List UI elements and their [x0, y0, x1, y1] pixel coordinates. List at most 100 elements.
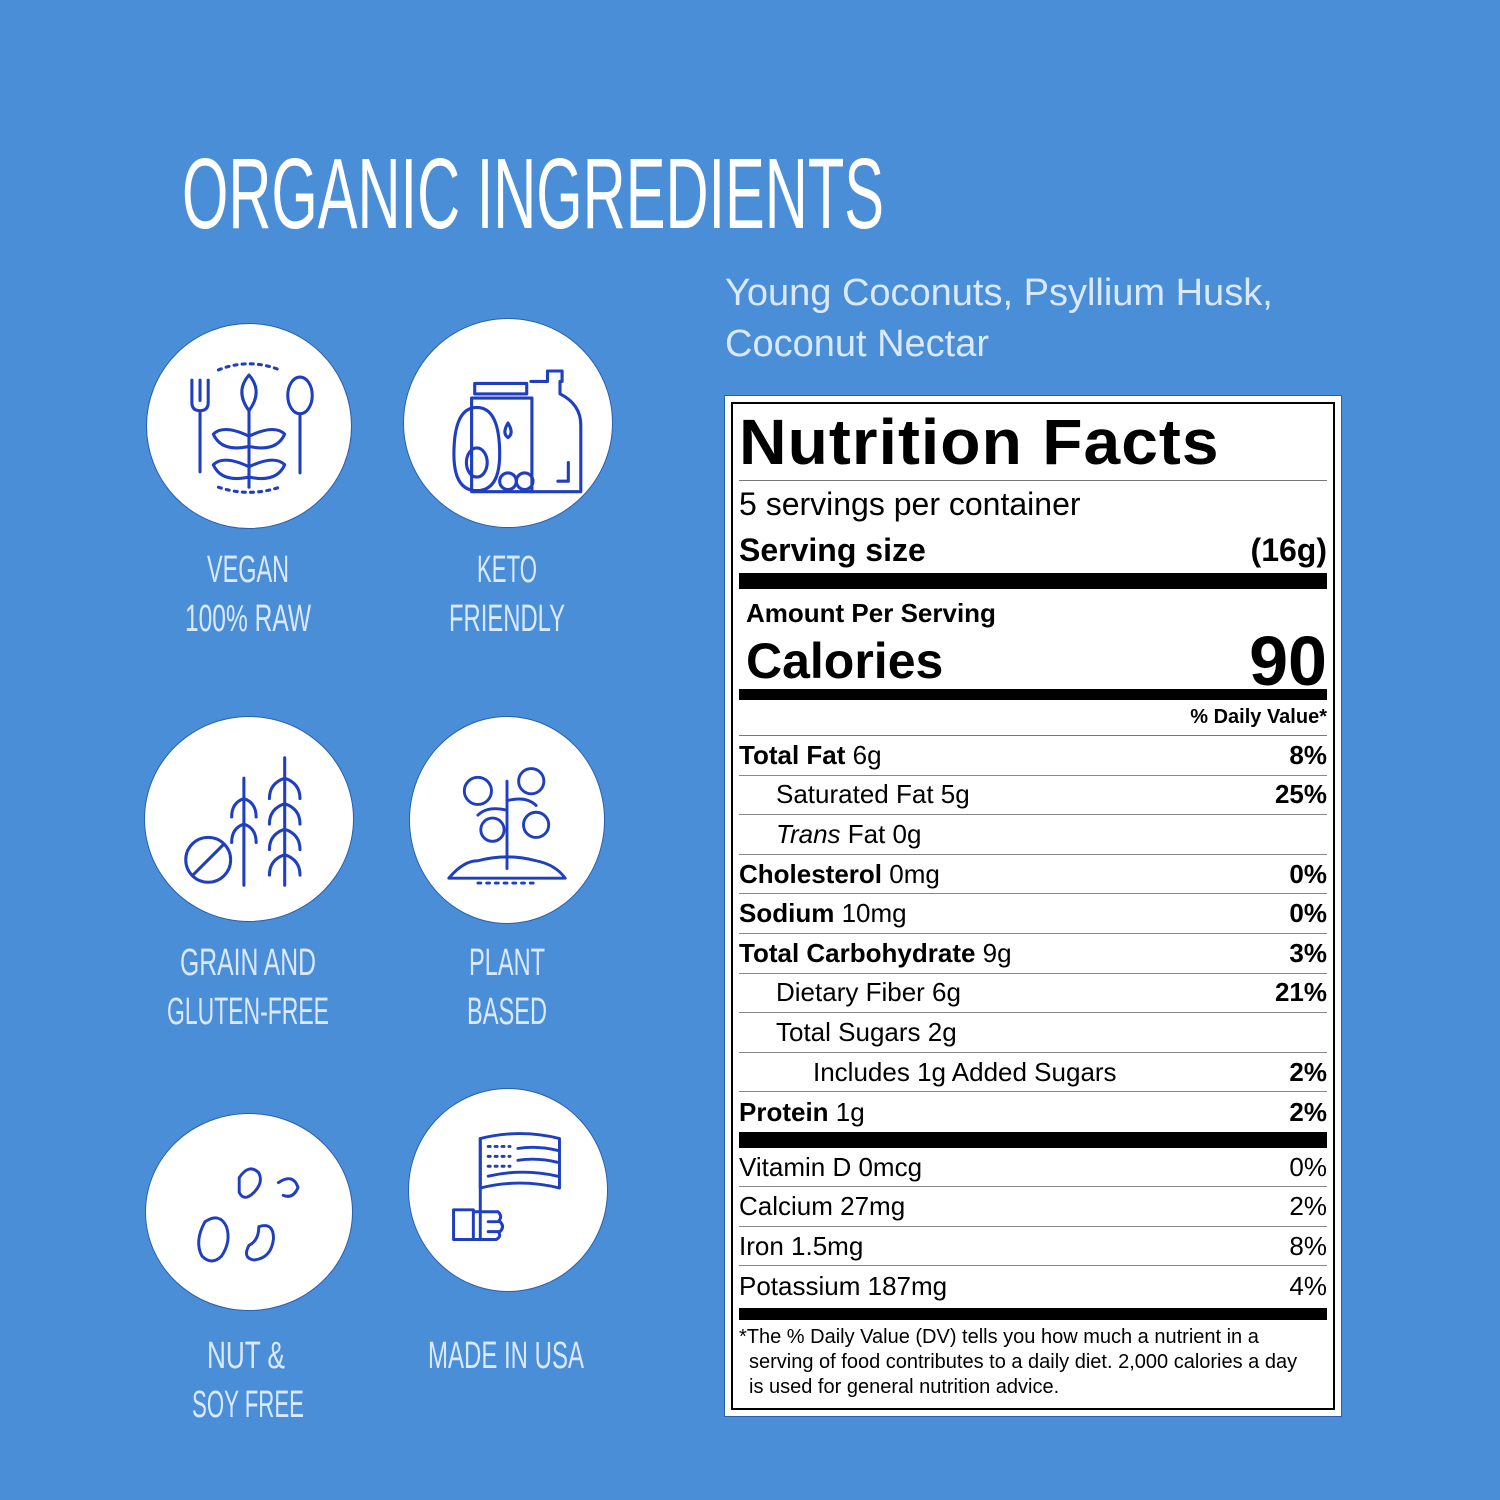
nutrient-label: Protein — [739, 1096, 829, 1127]
badge-label: GRAIN AND — [180, 942, 316, 984]
nutrient-daily-value: 3% — [1289, 937, 1327, 968]
serving-size-value: (16g) — [1250, 531, 1327, 568]
nutrient-name: Cholesterol 0mg — [739, 859, 940, 890]
nutrient-row: Total Carbohydrate 9g 3% — [739, 934, 1327, 974]
nutrient-label: Cholesterol — [739, 858, 883, 889]
badge-nut-soy-free — [145, 1113, 353, 1311]
nutrient-row: Saturated Fat 5g 25% — [739, 776, 1327, 816]
nutrient-name: Saturated Fat 5g — [739, 779, 970, 810]
badge-vegan — [146, 323, 352, 529]
nutrient-row: Dietary Fiber 6g 21% — [739, 974, 1327, 1014]
vitamin-dv: 4% — [1289, 1270, 1327, 1301]
nutrient-label: Sodium — [739, 898, 835, 929]
nutrient-row: Total Fat 6g 8% — [739, 736, 1327, 776]
servings-text: 5 servings per container — [739, 485, 1081, 522]
calories-value: 90 — [1249, 622, 1327, 700]
badge-label: NUT & — [207, 1335, 285, 1377]
nutrient-daily-value: 8% — [1289, 739, 1327, 770]
vitamin-name: Iron 1.5mg — [739, 1230, 864, 1261]
badge-label: GLUTEN-FREE — [167, 991, 329, 1033]
vitamin-name: Calcium 27mg — [739, 1191, 906, 1222]
ingredients-line: Coconut Nectar — [725, 323, 990, 365]
nutrient-daily-value: 25% — [1274, 779, 1327, 810]
nutrient-amount: 6g — [845, 739, 882, 770]
vitamin-name: Vitamin D 0mcg — [739, 1151, 923, 1182]
nutrition-facts-label: Nutrition Facts 5 servings per container… — [724, 395, 1342, 1417]
nutrient-name: Total Fat 6g — [739, 740, 882, 771]
badge-plant-based — [409, 716, 605, 924]
plant-sprout-icon — [447, 767, 567, 885]
ingredients-list: Young Coconuts, Psyllium Husk, Coconut N… — [725, 268, 1273, 370]
nutrient-row: Trans Fat 0g — [739, 815, 1327, 855]
nutrient-amount: 1g — [828, 1096, 865, 1127]
nutrient-row: Cholesterol 0mg 0% — [739, 855, 1327, 895]
serving-size-row: Serving size (16g) — [739, 527, 1327, 573]
nutrient-label: Trans — [776, 818, 841, 849]
nutrient-label: Includes 1g Added Sugars — [813, 1056, 1117, 1087]
footnote: *The % Daily Value (DV) tells you how mu… — [739, 1325, 1298, 1398]
divider-medium — [739, 689, 1327, 700]
badge-label: MADE IN USA — [428, 1335, 584, 1377]
amount-per-serving-text: Amount Per Serving — [746, 597, 996, 628]
nutrient-amount: 10mg — [834, 898, 907, 929]
calories-row: Calories 90 — [739, 622, 1327, 700]
nutrient-daily-value: 0% — [1289, 898, 1327, 929]
badge-label: VEGAN — [207, 549, 289, 591]
badge-label: BASED — [467, 991, 547, 1033]
badge-gluten-free — [144, 716, 354, 922]
nutrition-title-text: Nutrition Facts — [739, 406, 1220, 478]
divider-medium — [739, 1307, 1327, 1320]
daily-value-header-text: % Daily Value* — [1190, 706, 1327, 728]
badge-label: FRIENDLY — [449, 598, 565, 640]
badge-label: PLANT — [469, 942, 545, 984]
nutrient-daily-value: 2% — [1289, 1056, 1327, 1087]
serving-size-label: Serving size — [739, 531, 926, 568]
nutrient-daily-value: 21% — [1274, 977, 1327, 1008]
nutrient-amount: Fat 0g — [840, 818, 922, 849]
usa-flag-hand-icon — [452, 1132, 561, 1241]
vitamin-name: Potassium 187mg — [739, 1270, 948, 1301]
nutrient-list: Total Fat 6g 8% Saturated Fat 5g 25% Trans F… — [739, 736, 1327, 1132]
ingredients-line: Young Coconuts, Psyllium Husk, — [725, 272, 1273, 314]
badge-label: KETO — [477, 549, 537, 591]
badge-label: 100% RAW — [185, 598, 311, 640]
nutrient-label: Total Carbohydrate — [739, 937, 976, 968]
no-grain-wheat-icon — [184, 756, 302, 887]
servings-row: 5 servings per container — [739, 481, 1327, 527]
daily-value-header: % Daily Value* — [739, 700, 1327, 736]
nutrient-name: Trans Fat 0g — [739, 819, 921, 850]
vitamin-dv: 0% — [1289, 1151, 1327, 1182]
divider-thick — [739, 573, 1327, 589]
nutrient-label: Saturated Fat 5g — [776, 779, 970, 810]
keto-foods-icon — [452, 369, 583, 494]
vitamin-row: Iron 1.5mg 8% — [739, 1227, 1327, 1267]
amount-per-serving: Amount Per Serving — [739, 589, 1327, 633]
divider-thick — [739, 1131, 1327, 1148]
nutrient-label: Total Fat — [739, 739, 846, 770]
page-title: ORGANIC INGREDIENTS — [182, 138, 884, 250]
nutrient-row: Total Sugars 2g — [739, 1013, 1327, 1053]
nutrient-name: Sodium 10mg — [739, 898, 907, 929]
calories-label: Calories — [746, 633, 944, 689]
nutrient-row: Protein 1g 2% — [739, 1092, 1327, 1132]
badge-keto — [403, 318, 613, 528]
vitamin-row: Calcium 27mg 2% — [739, 1187, 1327, 1227]
nutrition-title: Nutrition Facts — [739, 404, 1327, 481]
badge-made-in-usa — [408, 1088, 608, 1292]
nutrient-name: Dietary Fiber 6g — [739, 977, 961, 1008]
nutrient-amount: 0mg — [882, 858, 940, 889]
vitamin-dv: 8% — [1289, 1230, 1327, 1261]
nutrient-name: Includes 1g Added Sugars — [739, 1057, 1117, 1088]
nutrient-name: Total Sugars 2g — [739, 1017, 957, 1048]
nutrient-row: Includes 1g Added Sugars 2% — [739, 1053, 1327, 1093]
nutrient-daily-value: 0% — [1289, 858, 1327, 889]
nutrient-amount: 9g — [975, 937, 1012, 968]
vitamin-list: Vitamin D 0mcg 0% Calcium 27mg 2% Iron 1.5mg… — [739, 1148, 1327, 1306]
vegan-plant-utensils-icon — [190, 362, 314, 494]
beans-icon — [197, 1167, 300, 1263]
nutrient-row: Sodium 10mg 0% — [739, 894, 1327, 934]
vitamin-row: Vitamin D 0mcg 0% — [739, 1148, 1327, 1188]
vitamin-dv: 2% — [1289, 1191, 1327, 1222]
nutrient-label: Total Sugars 2g — [776, 1016, 957, 1047]
